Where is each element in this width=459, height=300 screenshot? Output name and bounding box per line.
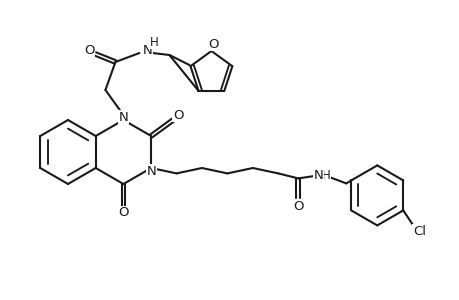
Text: O: O [118, 206, 129, 220]
Text: N: N [118, 110, 128, 124]
Text: O: O [173, 109, 183, 122]
Text: Cl: Cl [412, 225, 425, 238]
Text: N: N [313, 169, 323, 182]
Text: O: O [84, 44, 95, 56]
Text: O: O [208, 38, 218, 50]
Text: H: H [321, 169, 330, 182]
Text: O: O [292, 200, 303, 213]
Text: N: N [146, 164, 156, 178]
Text: N: N [142, 44, 152, 56]
Text: H: H [150, 35, 158, 49]
